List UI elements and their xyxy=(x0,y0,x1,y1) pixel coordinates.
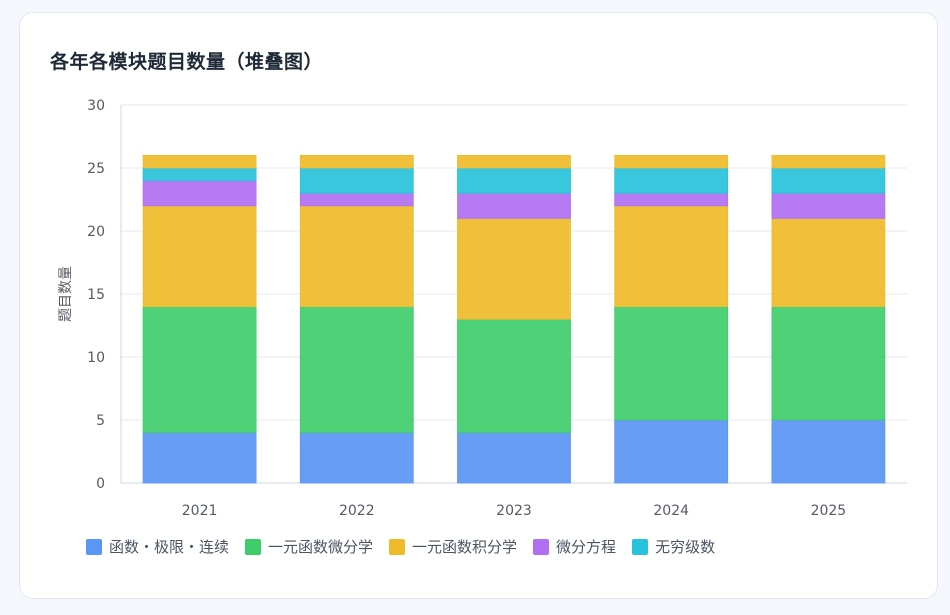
legend-label: 微分方程 xyxy=(556,538,617,556)
x-tick-label: 2024 xyxy=(653,503,689,519)
legend: 函数・极限・连续 一元函数微分学 一元函数积分学 微分方程 无穷级数 xyxy=(86,536,715,557)
legend-label: 一元函数微分学 xyxy=(268,538,374,556)
bar-segment xyxy=(771,419,886,484)
bar-segment xyxy=(142,306,257,434)
bar-segment xyxy=(614,419,729,484)
bar-segment xyxy=(614,205,729,308)
y-tick-label: 20 xyxy=(87,224,105,240)
bar-segment xyxy=(299,192,414,207)
bar-segment xyxy=(457,167,571,194)
legend-item[interactable]: 微分方程 xyxy=(533,536,616,557)
bar-segment xyxy=(299,432,414,484)
bar-segment xyxy=(771,154,886,169)
bar-segment xyxy=(299,154,414,169)
bar-segment xyxy=(142,167,257,181)
legend-swatch xyxy=(389,538,406,555)
legend-item[interactable]: 一元函数积分学 xyxy=(389,536,517,557)
x-tick-label: 2023 xyxy=(496,503,532,519)
legend-item[interactable]: 无穷级数 xyxy=(632,536,715,557)
y-tick-label: 30 xyxy=(87,98,105,114)
legend-swatch xyxy=(533,538,550,555)
bar-segment xyxy=(614,192,729,207)
legend-swatch xyxy=(245,538,262,555)
bar-segment xyxy=(614,306,729,421)
bar-segment xyxy=(457,154,571,169)
bar-segment xyxy=(142,154,257,169)
legend-label: 无穷级数 xyxy=(655,538,716,556)
bar-segment xyxy=(457,192,571,219)
legend-swatch xyxy=(86,538,102,555)
y-tick-label: 25 xyxy=(87,161,105,177)
bar-segment xyxy=(771,306,886,421)
legend-item[interactable]: 函数・极限・连续 xyxy=(86,536,229,557)
bar-segment xyxy=(142,432,257,484)
bar-segment xyxy=(457,217,571,320)
bar-segment xyxy=(142,180,257,207)
chart-title: 各年各模块题目数量（堆叠图） xyxy=(50,51,324,73)
bar-segment xyxy=(299,205,414,308)
y-axis-label: 题目数量 xyxy=(58,266,74,322)
y-tick-label: 15 xyxy=(87,287,105,303)
x-tick-label: 2022 xyxy=(339,503,375,519)
legend-swatch xyxy=(632,538,649,555)
bars xyxy=(142,154,886,484)
bar-segment xyxy=(142,205,257,308)
bar-segment xyxy=(614,154,729,169)
bar-segment xyxy=(771,217,886,307)
bar-segment xyxy=(299,167,414,194)
legend-item[interactable]: 一元函数微分学 xyxy=(245,536,373,557)
bar-segment xyxy=(457,432,571,484)
y-tick-label: 0 xyxy=(96,476,105,492)
legend-label: 一元函数积分学 xyxy=(412,538,518,556)
x-tick-label: 2021 xyxy=(182,503,218,519)
legend-label: 函数・极限・连续 xyxy=(109,538,230,556)
bar-segment xyxy=(457,318,571,434)
bar-segment xyxy=(771,167,886,194)
chart-card: 各年各模块题目数量（堆叠图） 0 5 10 15 20 25 30 题目数量 2021 2022 2… xyxy=(19,12,938,599)
bar-segment xyxy=(614,167,729,194)
bar-segment xyxy=(299,306,414,434)
y-tick-label: 10 xyxy=(87,350,105,366)
y-tick-label: 5 xyxy=(96,413,105,429)
x-tick-label: 2025 xyxy=(811,503,847,519)
bar-segment xyxy=(771,192,886,219)
